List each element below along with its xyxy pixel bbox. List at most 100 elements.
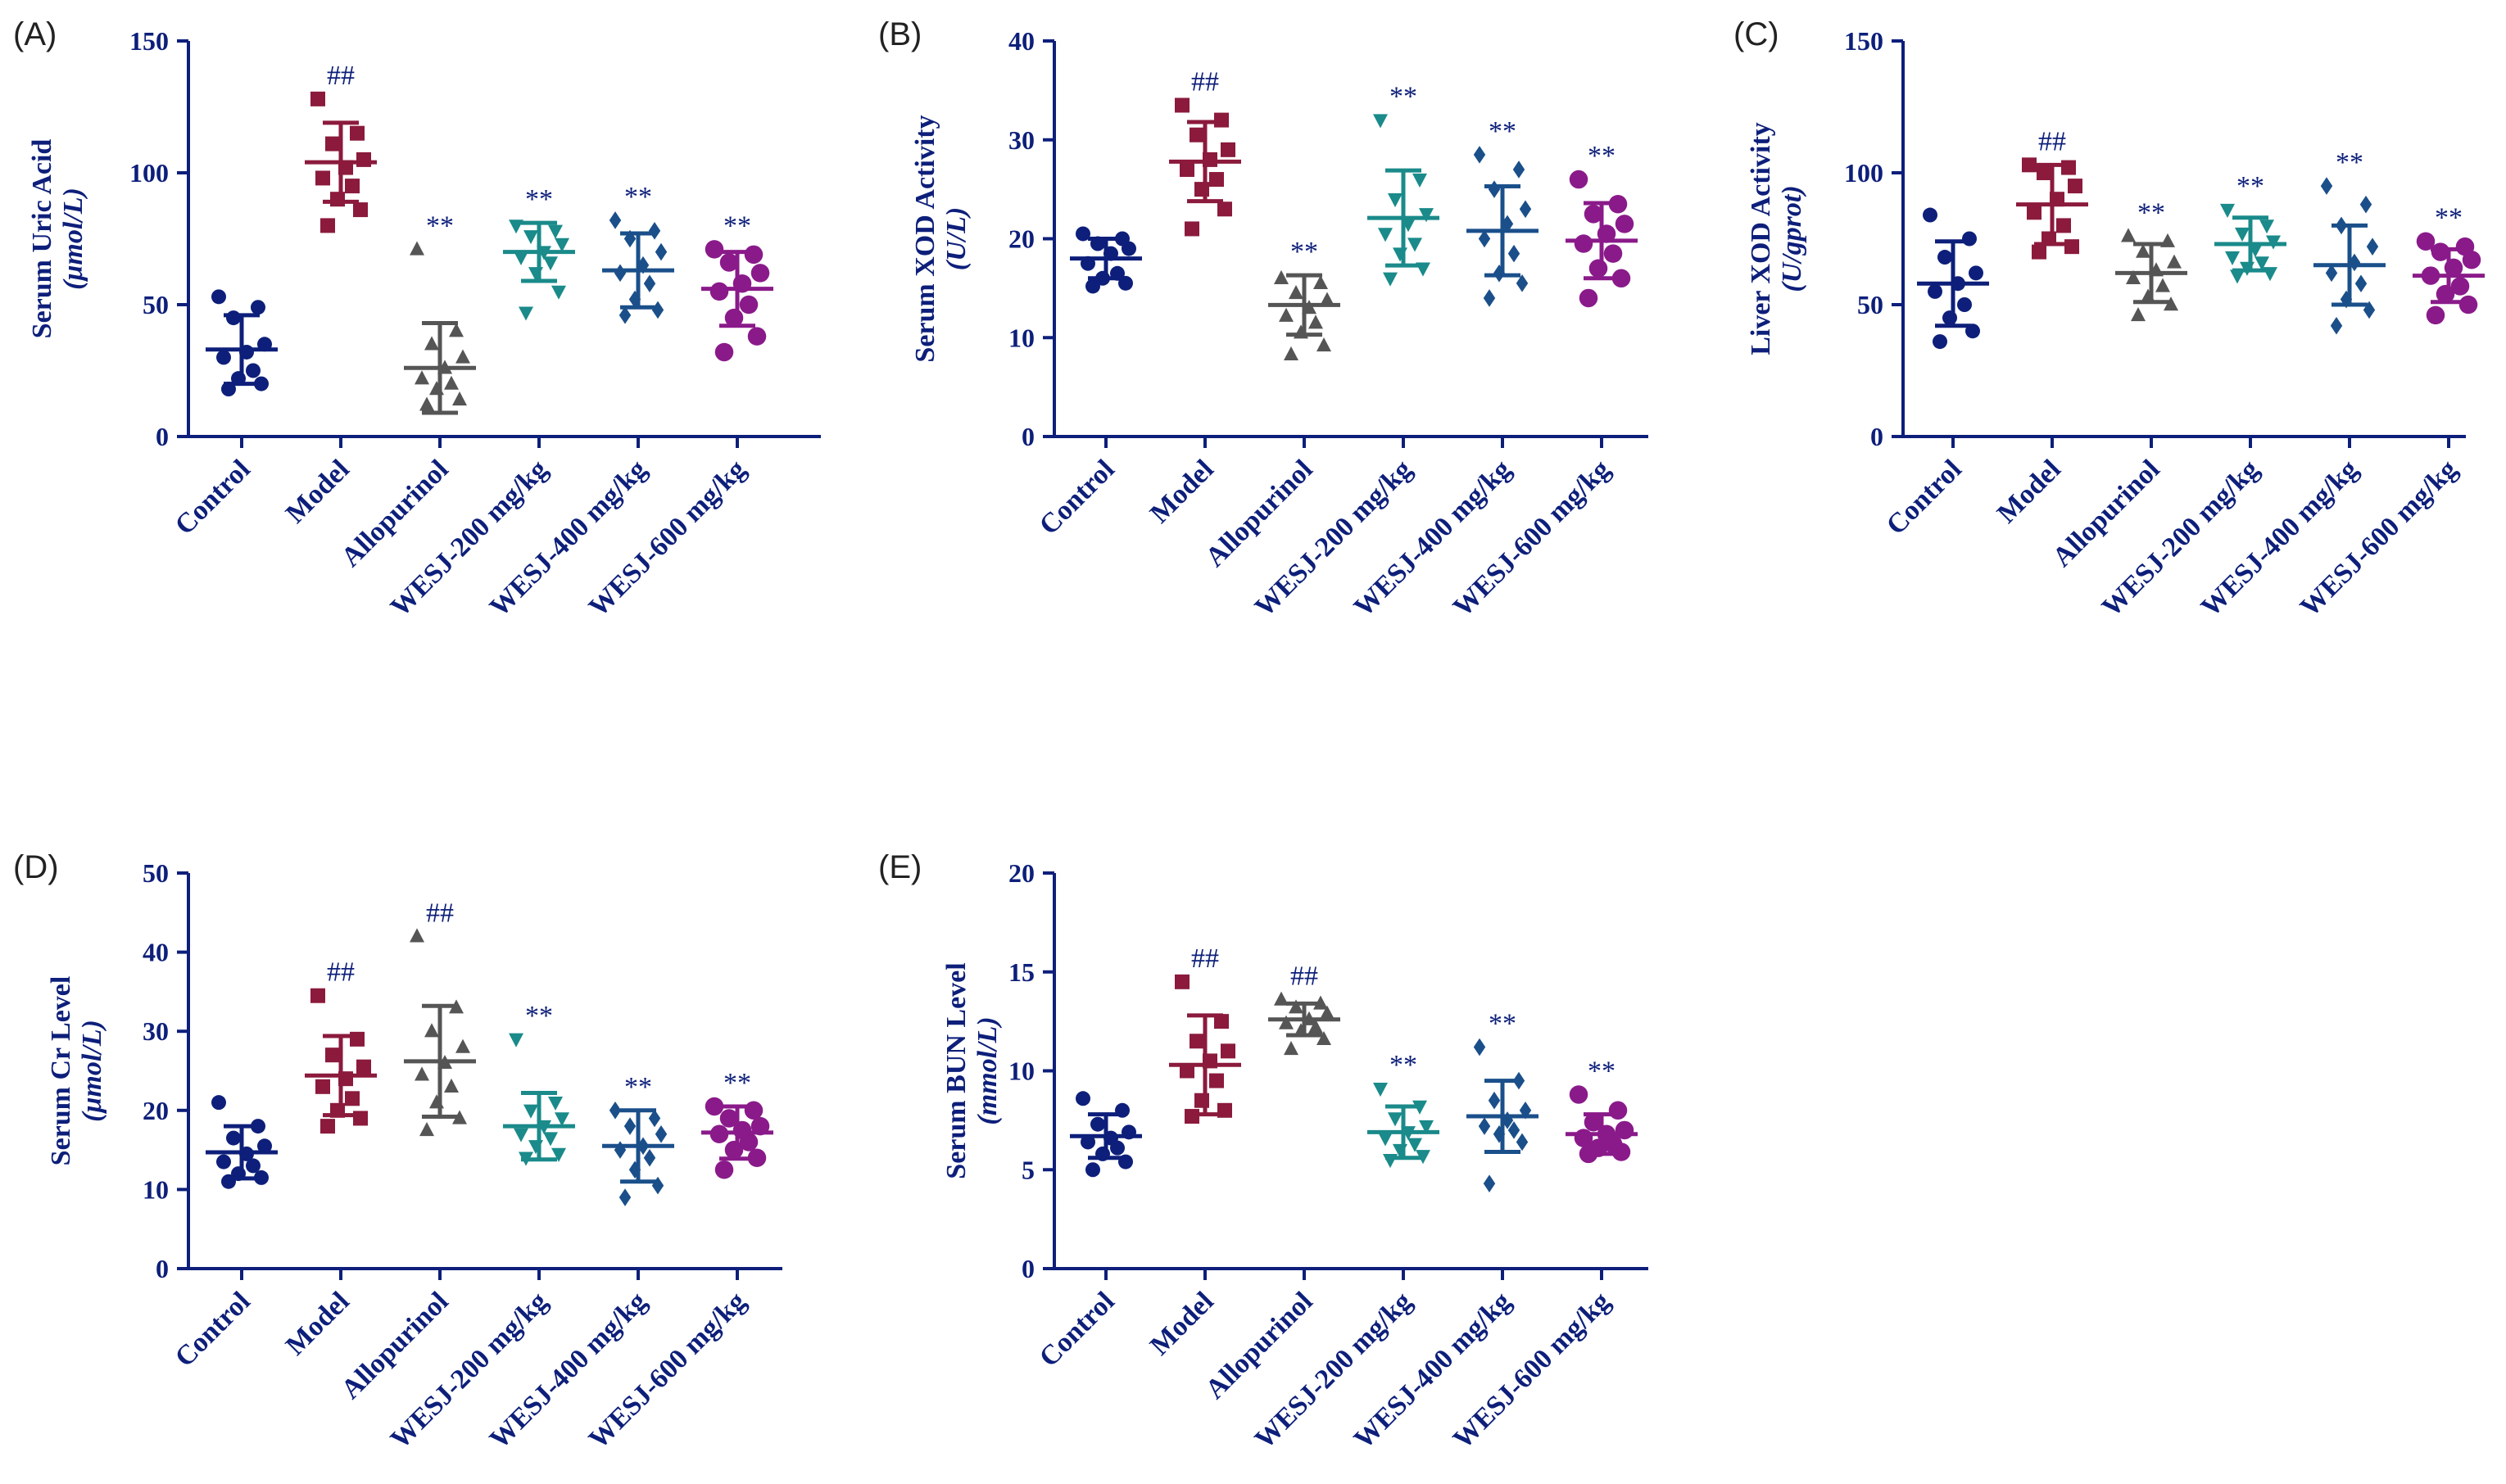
x-tick-label: Model bbox=[280, 1286, 356, 1361]
y-tick-label: 50 bbox=[143, 858, 169, 888]
data-point bbox=[1923, 207, 1937, 223]
data-point bbox=[350, 125, 365, 141]
data-point bbox=[1507, 1121, 1520, 1139]
x-tick-label: Model bbox=[1992, 454, 2067, 529]
y-tick-label: 10 bbox=[1008, 1056, 1035, 1086]
data-point bbox=[2462, 251, 2481, 269]
significance-label: ** bbox=[2336, 147, 2363, 178]
data-point bbox=[609, 1102, 622, 1120]
data-point bbox=[555, 238, 569, 252]
panel-label: (D) bbox=[13, 849, 59, 885]
data-point bbox=[555, 1112, 569, 1127]
data-point bbox=[655, 1124, 668, 1143]
significance-label: ## bbox=[426, 898, 454, 928]
data-point bbox=[1308, 1019, 1323, 1034]
data-point bbox=[2121, 228, 2136, 242]
significance-label: ## bbox=[1191, 943, 1219, 974]
data-point bbox=[415, 370, 429, 385]
significance-label: ** bbox=[525, 184, 553, 215]
data-point bbox=[514, 1128, 528, 1142]
data-point bbox=[1473, 146, 1486, 164]
data-point bbox=[246, 1158, 261, 1174]
y-tick-label: 30 bbox=[143, 1016, 169, 1046]
group-model: Model ## bbox=[280, 957, 377, 1361]
data-point bbox=[1378, 228, 1393, 242]
chart-panel-c: (C) 0 50 100 150 Liver XOD Activity (U/gprot) C… bbox=[1733, 16, 2485, 622]
data-point bbox=[251, 300, 265, 315]
data-point bbox=[1316, 1030, 1331, 1046]
data-point bbox=[444, 375, 459, 390]
data-point bbox=[2254, 256, 2269, 271]
data-point bbox=[514, 251, 528, 265]
data-point bbox=[1081, 1134, 1095, 1150]
group-control: Control bbox=[1034, 226, 1142, 541]
data-point bbox=[619, 1188, 632, 1206]
data-point bbox=[2366, 238, 2379, 256]
data-point bbox=[1574, 234, 1593, 253]
data-point bbox=[2416, 232, 2436, 251]
chart-panel-e: (E) 0 5 10 15 20 Serum BUN Level (mmol/L) Contro… bbox=[878, 849, 1648, 1455]
data-point bbox=[1378, 1132, 1393, 1147]
data-point bbox=[1180, 1063, 1194, 1079]
data-point bbox=[1488, 1091, 1501, 1110]
y-tick-label: 50 bbox=[1857, 290, 1883, 319]
y-axis-unit: (mmol/L) bbox=[972, 1016, 1003, 1124]
data-point bbox=[709, 282, 729, 301]
data-point bbox=[211, 1095, 226, 1111]
data-point bbox=[614, 1141, 627, 1159]
data-point bbox=[2131, 306, 2146, 322]
significance-label: ** bbox=[1389, 1050, 1417, 1080]
data-point bbox=[1419, 1120, 1434, 1135]
x-tick-label: Control bbox=[1034, 454, 1121, 541]
significance-label: ## bbox=[327, 61, 355, 91]
significance-label: ** bbox=[2236, 171, 2264, 201]
group-wesj-600-mg-kg: WESJ-600 mg/kg** bbox=[583, 1068, 773, 1455]
data-point bbox=[1090, 1116, 1105, 1132]
data-point bbox=[739, 1133, 759, 1151]
y-tick-label: 20 bbox=[143, 1096, 169, 1125]
data-point bbox=[2022, 157, 2037, 173]
data-point bbox=[1483, 1174, 1496, 1192]
data-point bbox=[1519, 200, 1532, 219]
data-point bbox=[1180, 161, 1194, 177]
data-point bbox=[424, 336, 439, 351]
data-point bbox=[1407, 238, 1422, 252]
data-point bbox=[548, 224, 563, 239]
y-axis-title: Serum BUN Level bbox=[941, 962, 972, 1179]
data-point bbox=[2064, 239, 2079, 255]
group-model: Model ## bbox=[280, 61, 377, 529]
data-point bbox=[509, 219, 523, 234]
y-tick-label: 15 bbox=[1008, 957, 1035, 987]
data-point bbox=[2037, 165, 2051, 180]
data-point bbox=[1957, 297, 1972, 312]
data-point bbox=[1611, 269, 1631, 288]
x-tick-label: Control bbox=[170, 454, 256, 541]
data-point bbox=[2320, 177, 2333, 195]
significance-label: ** bbox=[624, 1072, 652, 1102]
data-point bbox=[2230, 269, 2245, 284]
data-point bbox=[320, 218, 335, 233]
group-allopurinol: Allopurinol** bbox=[1200, 237, 1340, 573]
data-point bbox=[1175, 974, 1190, 989]
data-point bbox=[1416, 1150, 1430, 1165]
y-axis-unit: (U/gprot) bbox=[1777, 185, 1807, 292]
data-point bbox=[543, 1132, 558, 1147]
data-point bbox=[2450, 277, 2470, 296]
data-point bbox=[2363, 301, 2376, 319]
x-tick-label: Control bbox=[1881, 454, 1968, 541]
data-point bbox=[1969, 265, 1983, 281]
y-tick-label: 20 bbox=[1008, 224, 1035, 254]
data-point bbox=[1478, 229, 1491, 248]
x-tick-label: Control bbox=[170, 1286, 256, 1373]
data-point bbox=[719, 253, 739, 272]
data-point bbox=[1217, 201, 1232, 217]
data-point bbox=[1289, 285, 1303, 300]
data-point bbox=[415, 1066, 429, 1081]
data-point bbox=[455, 349, 470, 364]
data-point bbox=[523, 230, 538, 245]
data-point bbox=[1313, 274, 1328, 290]
data-point bbox=[419, 1122, 434, 1137]
data-point bbox=[320, 1119, 335, 1134]
data-point bbox=[226, 1130, 241, 1146]
